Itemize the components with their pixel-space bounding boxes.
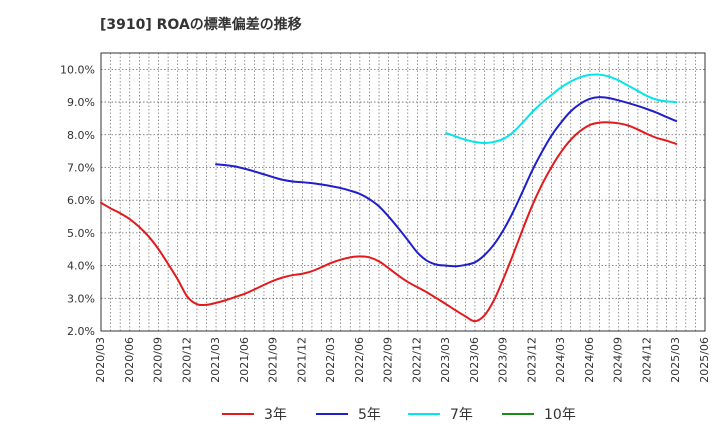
- y-tick-label: 10.0%: [60, 63, 95, 76]
- plot-frame: [100, 52, 706, 332]
- x-tick-label: 2024/06: [583, 337, 596, 383]
- x-tick-label: 2025/03: [669, 337, 682, 383]
- legend-item: 7年: [408, 407, 473, 423]
- series-line-7年: [445, 73, 678, 144]
- x-tick-label: 2023/06: [468, 337, 481, 383]
- x-tick-label: 2023/03: [439, 337, 452, 383]
- y-tick-label: 3.0%: [67, 292, 95, 305]
- x-tick-label: 2022/12: [410, 337, 423, 383]
- y-tick-label: 6.0%: [67, 194, 95, 207]
- x-tick-label: 2021/06: [238, 337, 251, 383]
- y-tick-label: 5.0%: [67, 227, 95, 240]
- y-tick-label: 8.0%: [67, 129, 95, 142]
- series-line-3年: [100, 121, 678, 323]
- x-tick-label: 2020/03: [94, 337, 107, 383]
- y-tick-label: 7.0%: [67, 161, 95, 174]
- x-tick-label: 2024/03: [554, 337, 567, 383]
- y-tick-label: 4.0%: [67, 260, 95, 273]
- x-tick-label: 2025/06: [698, 337, 711, 383]
- y-tick-label: 9.0%: [67, 96, 95, 109]
- x-tick-label: 2023/09: [497, 337, 510, 383]
- x-tick-label: 2022/06: [353, 337, 366, 383]
- y-tick-label: 2.0%: [67, 325, 95, 338]
- legend-label: 3年: [264, 407, 287, 423]
- x-tick-label: 2021/09: [267, 337, 280, 383]
- y-axis: 2.0% 3.0% 4.0% 5.0% 6.0% 7.0% 8.0% 9.0% 10.0%: [60, 63, 95, 338]
- x-tick-label: 2022/09: [382, 337, 395, 383]
- x-axis: 2020/03 2020/06 2020/09 2020/12 2021/03 2021/…: [94, 337, 711, 383]
- x-tick-label: 2023/12: [525, 337, 538, 383]
- x-tick-label: 2022/03: [324, 337, 337, 383]
- series-line-5年: [215, 96, 678, 268]
- x-tick-label: 2020/09: [152, 337, 165, 383]
- x-tick-label: 2021/12: [295, 337, 308, 383]
- legend-label: 7年: [450, 407, 473, 423]
- legend-item: 5年: [316, 407, 381, 423]
- x-tick-label: 2024/12: [640, 337, 653, 383]
- chart-title: [3910] ROAの標準偏差の推移: [100, 17, 302, 33]
- x-tick-label: 2024/09: [612, 337, 625, 383]
- series-lines: [100, 73, 678, 323]
- grid: [100, 53, 706, 332]
- legend: 3年 5年 7年 10年: [222, 407, 576, 423]
- legend-label: 5年: [358, 407, 381, 423]
- legend-item: 3年: [222, 407, 287, 423]
- x-tick-label: 2021/03: [209, 337, 222, 383]
- legend-item: 10年: [502, 407, 576, 423]
- x-tick-label: 2020/12: [180, 337, 193, 383]
- legend-label: 10年: [544, 407, 576, 423]
- x-tick-label: 2020/06: [123, 337, 136, 383]
